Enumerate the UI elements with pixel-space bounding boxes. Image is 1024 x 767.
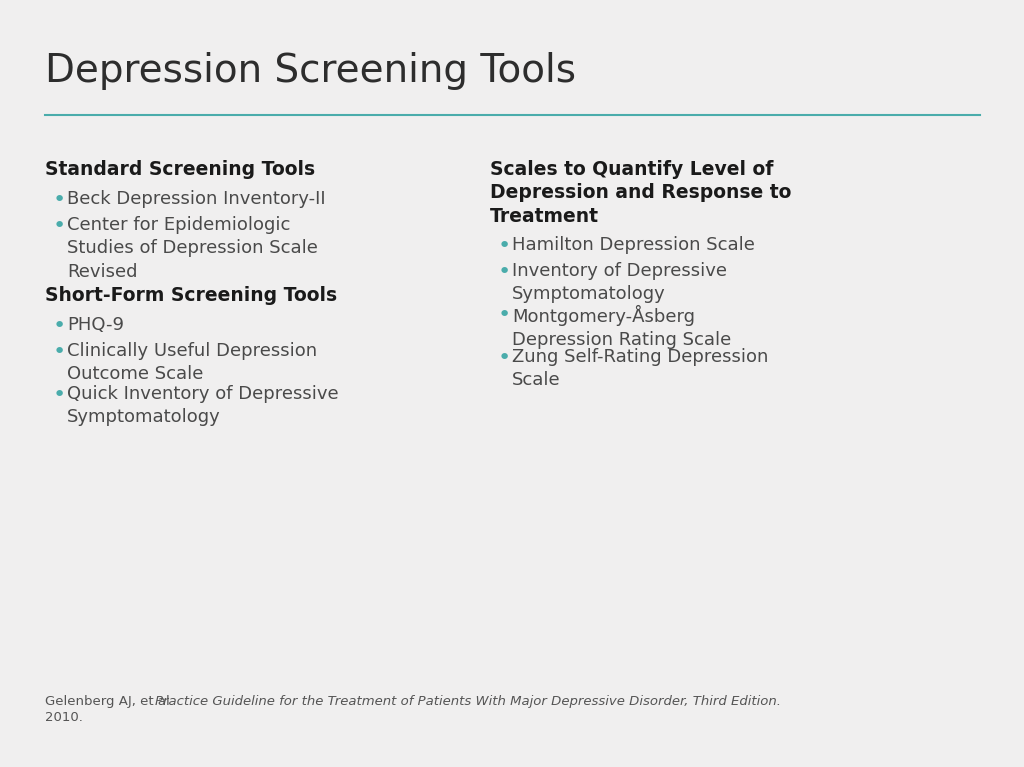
Text: •: • — [53, 385, 67, 405]
Text: •: • — [53, 190, 67, 210]
Text: •: • — [498, 305, 511, 325]
Text: Standard Screening Tools: Standard Screening Tools — [45, 160, 315, 179]
Text: Quick Inventory of Depressive
Symptomatology: Quick Inventory of Depressive Symptomato… — [67, 385, 339, 426]
Text: Scales to Quantify Level of
Depression and Response to
Treatment: Scales to Quantify Level of Depression a… — [490, 160, 792, 226]
Text: Inventory of Depressive
Symptomatology: Inventory of Depressive Symptomatology — [512, 262, 727, 303]
Text: Practice Guideline for the Treatment of Patients With Major Depressive Disorder,: Practice Guideline for the Treatment of … — [155, 695, 780, 708]
Text: •: • — [53, 216, 67, 236]
Text: Depression Screening Tools: Depression Screening Tools — [45, 52, 575, 90]
Text: Center for Epidemiologic
Studies of Depression Scale
Revised: Center for Epidemiologic Studies of Depr… — [67, 216, 317, 281]
Text: Beck Depression Inventory-II: Beck Depression Inventory-II — [67, 190, 326, 208]
Text: •: • — [498, 236, 511, 256]
Text: •: • — [53, 342, 67, 362]
Text: Clinically Useful Depression
Outcome Scale: Clinically Useful Depression Outcome Sca… — [67, 342, 317, 384]
Text: 2010.: 2010. — [45, 711, 83, 724]
Text: •: • — [53, 316, 67, 336]
Text: •: • — [498, 348, 511, 368]
Text: PHQ-9: PHQ-9 — [67, 316, 124, 334]
Text: Hamilton Depression Scale: Hamilton Depression Scale — [512, 236, 755, 254]
Text: Montgomery-Åsberg
Depression Rating Scale: Montgomery-Åsberg Depression Rating Scal… — [512, 305, 731, 350]
Text: Gelenberg AJ, et al.: Gelenberg AJ, et al. — [45, 695, 178, 708]
Text: Zung Self-Rating Depression
Scale: Zung Self-Rating Depression Scale — [512, 348, 768, 390]
Text: •: • — [498, 262, 511, 282]
Text: Short-Form Screening Tools: Short-Form Screening Tools — [45, 286, 337, 305]
